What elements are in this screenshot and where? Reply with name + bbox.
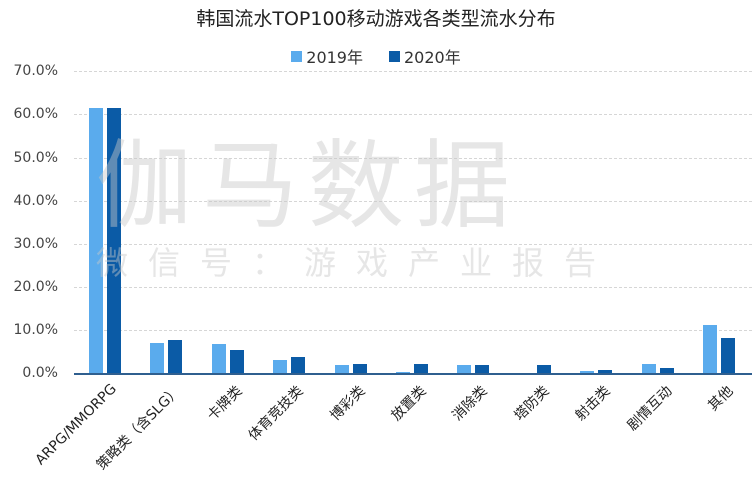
y-tick-label: 70.0%	[13, 63, 58, 80]
bar-2019[interactable]	[641, 363, 656, 373]
bar-2020[interactable]	[475, 364, 490, 373]
bar-2020[interactable]	[536, 365, 551, 373]
bar-2020[interactable]	[168, 339, 183, 373]
bar-2019[interactable]	[89, 107, 103, 373]
legend-item-2020[interactable]: 2020年	[389, 44, 461, 68]
legend-label-2019: 2019年	[306, 48, 363, 67]
legend-swatch-2019	[291, 50, 303, 62]
x-tick-label: 博彩类	[327, 383, 369, 425]
x-tick-label: 塔防类	[511, 383, 553, 425]
x-axis-line	[74, 373, 752, 375]
bar-2019[interactable]	[580, 370, 595, 373]
gridline	[74, 286, 752, 288]
bar-2019[interactable]	[273, 359, 288, 373]
bar-2020[interactable]	[721, 337, 735, 373]
x-tick-label: 剧情互动	[624, 383, 676, 435]
gridline	[74, 243, 752, 245]
bar-2020[interactable]	[291, 357, 306, 373]
y-tick-label: 60.0%	[13, 106, 58, 123]
x-tick-label: 体育竞技类	[245, 383, 307, 444]
gridline	[74, 200, 752, 202]
bar-2019[interactable]	[334, 364, 349, 373]
gridline	[74, 157, 752, 159]
y-tick-label: 50.0%	[13, 149, 58, 166]
bar-2019[interactable]	[150, 342, 165, 373]
watermark-main: 伽马数据	[96, 130, 520, 242]
x-tick-label: 其他	[705, 383, 737, 415]
legend-swatch-2020	[389, 50, 400, 62]
bar-2019[interactable]	[211, 344, 226, 373]
bar-2020[interactable]	[107, 107, 121, 373]
bar-2019[interactable]	[703, 325, 717, 373]
x-tick-label: 放置类	[388, 383, 430, 425]
bar-2019[interactable]	[457, 364, 472, 373]
bar-2020[interactable]	[229, 350, 244, 373]
gridline	[74, 114, 752, 116]
bar-2020[interactable]	[659, 367, 674, 373]
legend: 2019年 2020年	[0, 44, 752, 68]
y-tick-label: 40.0%	[13, 192, 58, 209]
watermark-sub: 微信号：游戏产业报告	[96, 244, 617, 282]
x-tick-label: 消除类	[449, 383, 491, 425]
y-tick-label: 10.0%	[13, 321, 58, 338]
bar-2019[interactable]	[396, 371, 410, 373]
legend-label-2020: 2020年	[404, 48, 461, 67]
legend-item-2019[interactable]: 2019年	[291, 44, 363, 68]
chart-title: 韩国流水TOP100移动游戏各类型流水分布	[196, 8, 556, 30]
y-tick-label: 20.0%	[13, 278, 58, 295]
x-tick-label: 射击类	[572, 383, 614, 425]
y-tick-label: 0.0%	[22, 365, 58, 381]
gridline	[74, 71, 752, 73]
bar-2020[interactable]	[352, 363, 367, 373]
gridline	[74, 329, 752, 331]
y-tick-label: 30.0%	[13, 235, 58, 252]
bar-2020[interactable]	[414, 363, 428, 373]
bar-2020[interactable]	[598, 369, 613, 373]
x-tick-label: 卡牌类	[204, 383, 246, 425]
